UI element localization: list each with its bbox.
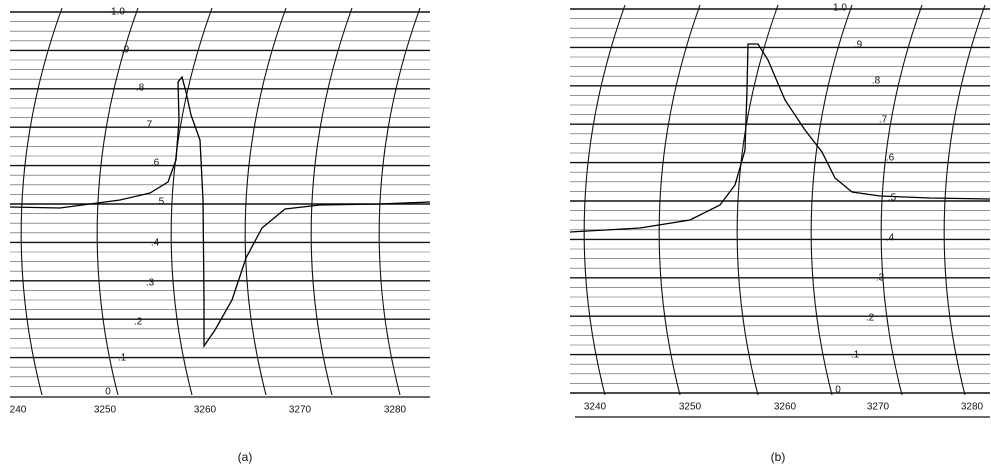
x-tick-label: 3270 — [289, 405, 312, 416]
x-tick-label: 3240 — [584, 402, 607, 413]
x-tick-label: 3260 — [774, 402, 797, 413]
x-tick-label: 240 — [10, 405, 27, 416]
page: 1.0 .9 .8 .7 .6 .5 .4 .3 .2 .1 0 240 3250 3260 3270 328… — [0, 0, 991, 466]
grid-arc — [737, 5, 778, 395]
grid-arc — [379, 8, 420, 395]
grid-arc — [245, 8, 286, 395]
y-label: .2 — [134, 317, 143, 328]
caption: (a) — [238, 450, 253, 464]
figure: 1.0 .9 .8 .7 .6 .5 .4 .3 .2 .1 0 240 3250 3260 3270 328… — [0, 0, 991, 466]
grid-arc — [171, 8, 212, 395]
y-label: .4 — [151, 238, 160, 249]
y-label: .7 — [879, 115, 888, 126]
x-tick-label: 3250 — [94, 405, 117, 416]
y-label: .1 — [851, 350, 860, 361]
grid-arc — [97, 8, 138, 395]
y-label: .7 — [144, 120, 153, 131]
grid-arc — [311, 8, 352, 395]
x-tick-label: 3260 — [194, 405, 217, 416]
x-tick-label: 3280 — [384, 405, 407, 416]
y-label: 1.0 — [833, 3, 847, 14]
grid-arc — [584, 5, 625, 395]
y-label: .2 — [866, 313, 875, 324]
y-label: .3 — [146, 278, 155, 289]
y-label: .9 — [121, 45, 130, 56]
grid-arc — [944, 5, 985, 395]
y-label: .5 — [156, 197, 165, 208]
x-tick-label: 3280 — [961, 402, 984, 413]
y-label: .4 — [886, 233, 895, 244]
x-tick-label: 3270 — [867, 402, 890, 413]
y-label: .5 — [888, 193, 897, 204]
y-label: 0 — [835, 385, 841, 396]
grid-arc — [659, 5, 700, 395]
y-label: 0 — [105, 387, 111, 398]
y-label: .1 — [118, 353, 127, 364]
y-label: .8 — [872, 76, 881, 87]
y-label: .9 — [854, 40, 863, 51]
y-label: .3 — [876, 273, 885, 284]
y-label: 1.0 — [111, 7, 125, 18]
x-tick-label: 3250 — [679, 402, 702, 413]
caption: (b) — [771, 450, 786, 464]
grid-arc — [811, 5, 852, 395]
trace-b — [570, 44, 990, 232]
y-label: .8 — [136, 83, 145, 94]
grid-arc — [21, 8, 62, 395]
y-label: .6 — [886, 153, 895, 164]
y-label: .6 — [151, 158, 160, 169]
